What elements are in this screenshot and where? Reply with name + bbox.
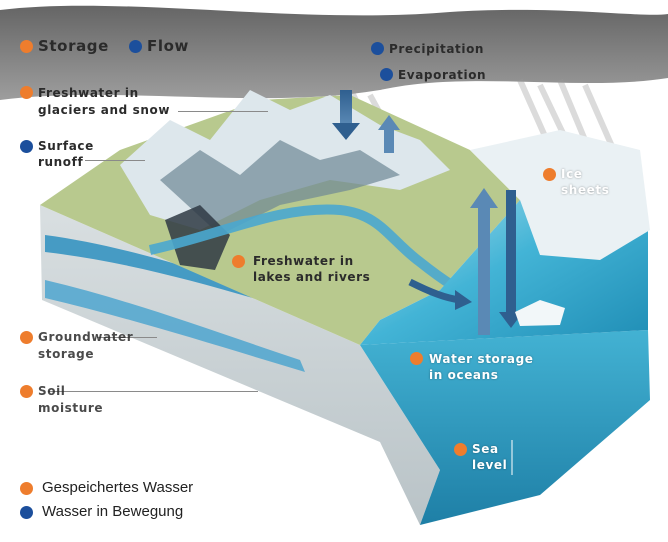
groundwater-label-line1: Groundwater <box>38 330 134 344</box>
ice-sheet <box>470 130 650 260</box>
ice-sheets-dot <box>543 168 556 181</box>
runoff-dot <box>20 140 33 153</box>
ice-sheets-label-line2: sheets <box>561 183 610 197</box>
ocean-storage-label-line1: Water storage <box>429 352 534 366</box>
ocean-evaporation-arrow <box>478 205 490 335</box>
soil-leader <box>48 391 258 392</box>
legend-stored-label: Gespeichertes Wasser <box>42 479 194 496</box>
sea-level-label-line2: level <box>472 458 508 472</box>
sea-level-dot <box>454 443 467 456</box>
groundwater-dot <box>20 331 33 344</box>
precipitation-label: Precipitation <box>389 42 485 56</box>
glaciers-dot <box>20 86 33 99</box>
evaporation-arrowhead <box>378 115 400 130</box>
mountain-shadow <box>160 140 400 235</box>
groundwater-band-upper <box>45 235 300 312</box>
ocean-storage-dot <box>410 352 423 365</box>
lakes-rivers-label-line2: lakes and rivers <box>253 270 371 284</box>
soil-label-line2: moisture <box>38 401 104 415</box>
flow-key-dot <box>129 40 142 53</box>
legend-moving-dot <box>20 506 33 519</box>
lakes-rivers-label-line1: Freshwater in <box>253 254 354 268</box>
soil-dot <box>20 385 33 398</box>
runoff-leader <box>85 160 145 161</box>
precipitation-arrow-shaft <box>340 90 352 125</box>
evaporation-dot <box>380 68 393 81</box>
flow-key-label: Flow <box>147 37 189 55</box>
groundwater-band-lower <box>45 280 305 372</box>
cloud-band <box>0 5 668 100</box>
glaciers-label-line2: glaciers and snow <box>38 103 171 117</box>
ocean-front-face <box>360 330 650 525</box>
evaporation-label: Evaporation <box>398 68 487 82</box>
legend-moving-label: Wasser in Bewegung <box>42 503 184 520</box>
glaciers-leader <box>178 111 268 112</box>
sea-level-label-line1: Sea <box>472 442 499 456</box>
evaporation-arrow-shaft <box>384 128 394 153</box>
precipitation-dot <box>371 42 384 55</box>
iceberg <box>515 300 565 326</box>
ocean-precipitation-arrow <box>506 190 516 315</box>
ocean-storage-label-line2: in oceans <box>429 368 499 382</box>
river <box>148 204 482 305</box>
soil-cross-section <box>40 205 440 525</box>
lakes-rivers-dot <box>232 255 245 268</box>
storage-key-dot <box>20 40 33 53</box>
storage-key-label: Storage <box>38 37 109 55</box>
soil-label-line1: Soil <box>38 384 66 398</box>
groundwater-leader <box>97 337 157 338</box>
legend-stored-dot <box>20 482 33 495</box>
ice-sheets-label-line1: Ice <box>561 167 583 181</box>
precipitation-arrowhead <box>332 123 360 140</box>
runoff-label-line2: runoff <box>38 155 84 169</box>
glaciers-label-line1: Freshwater in <box>38 86 139 100</box>
groundwater-label-line2: storage <box>38 347 95 361</box>
runoff-label-line1: Surface <box>38 139 94 153</box>
